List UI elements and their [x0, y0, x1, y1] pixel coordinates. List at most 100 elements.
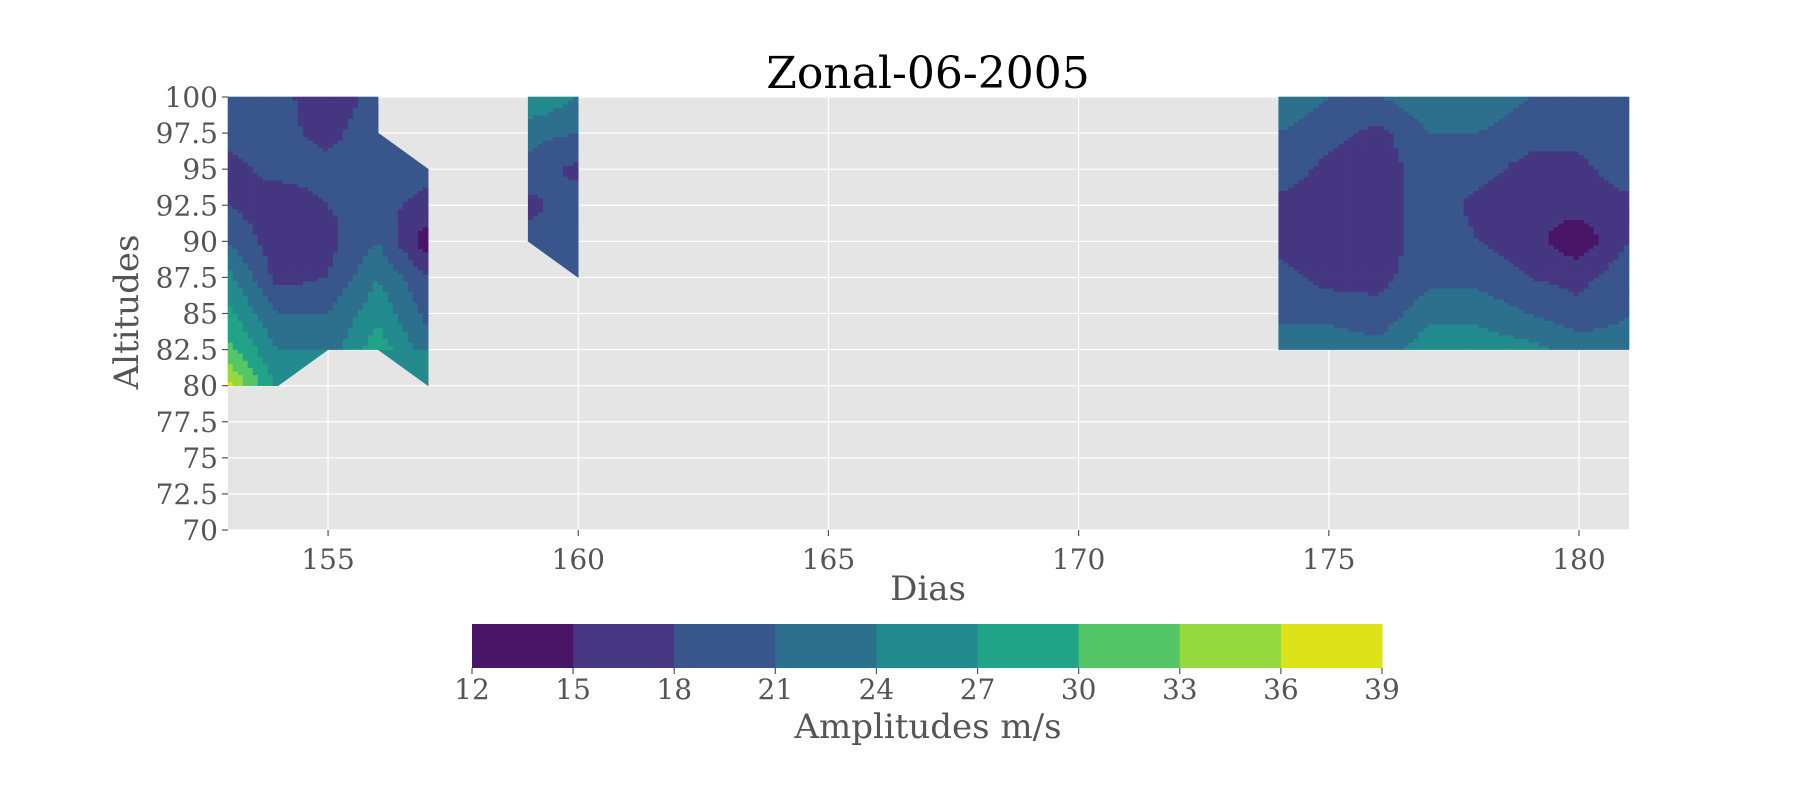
contour-cell — [262, 114, 269, 119]
contour-cell — [1623, 334, 1630, 340]
contour-cell — [232, 381, 239, 386]
contour-cell — [1283, 262, 1290, 267]
contour-cell — [1438, 334, 1445, 340]
contour-cell — [257, 334, 264, 340]
contour-cell — [272, 118, 279, 123]
contour-cell — [392, 186, 399, 192]
contour-cell — [397, 176, 404, 181]
contour-cell — [1568, 305, 1575, 311]
contour-cell — [282, 150, 289, 156]
contour-cell — [1278, 277, 1285, 282]
contour-cell — [352, 295, 359, 300]
contour-cell — [1443, 273, 1450, 278]
contour-cell — [237, 262, 244, 267]
contour-cell — [1598, 284, 1605, 289]
contour-cell — [1278, 295, 1285, 300]
contour-cell — [1418, 273, 1425, 278]
contour-cell — [1478, 266, 1485, 271]
contour-cell — [412, 190, 419, 195]
contour-cell — [1393, 284, 1400, 289]
contour-cell — [412, 331, 419, 336]
contour-cell — [332, 186, 339, 192]
contour-cell — [367, 259, 374, 264]
contour-cell — [247, 269, 254, 275]
contour-cell — [397, 324, 404, 329]
contour-cell — [1468, 273, 1475, 278]
contour-cell — [1493, 244, 1500, 249]
contour-cell — [557, 161, 564, 166]
contour-cell — [242, 179, 249, 184]
contour-cell — [387, 190, 394, 195]
contour-cell — [252, 316, 259, 322]
contour-cell — [257, 125, 264, 130]
contour-cell — [322, 345, 329, 350]
contour-cell — [362, 147, 369, 152]
contour-cell — [1573, 338, 1580, 343]
contour-cell — [1583, 327, 1590, 332]
contour-cell — [397, 342, 404, 347]
contour-cell — [1348, 295, 1355, 300]
contour-cell — [1438, 302, 1445, 307]
contour-cell — [277, 237, 284, 242]
contour-cell — [362, 273, 369, 278]
contour-cell — [1603, 287, 1610, 293]
contour-cell — [257, 147, 264, 152]
contour-cell — [1388, 316, 1395, 322]
contour-cell — [1428, 259, 1435, 264]
contour-cell — [317, 194, 324, 199]
contour-cell — [267, 219, 274, 224]
contour-cell — [1428, 291, 1435, 296]
contour-cell — [1278, 273, 1285, 278]
contour-cell — [1398, 295, 1405, 300]
contour-cell — [322, 233, 329, 239]
contour-cell — [542, 161, 549, 166]
contour-cell — [417, 316, 424, 322]
contour-cell — [277, 190, 284, 195]
contour-cell — [562, 168, 569, 174]
contour-cell — [1523, 334, 1530, 340]
contour-cell — [1323, 342, 1330, 347]
contour-cell — [1418, 287, 1425, 293]
contour-cell — [227, 320, 234, 325]
contour-cell — [317, 129, 324, 134]
contour-cell — [287, 327, 294, 332]
contour-cell — [402, 273, 409, 278]
contour-cell — [1623, 313, 1630, 318]
contour-cell — [1488, 302, 1495, 307]
contour-cell — [272, 219, 279, 224]
contour-cell — [322, 259, 329, 264]
contour-cell — [1308, 309, 1315, 314]
contour-cell — [317, 302, 324, 307]
contour-cell — [317, 96, 324, 101]
contour-cell — [232, 150, 239, 156]
contour-cell — [242, 374, 249, 379]
contour-cell — [227, 136, 234, 141]
contour-cell — [272, 237, 279, 242]
contour-cell — [1558, 291, 1565, 296]
contour-cell — [1293, 342, 1300, 347]
contour-cell — [242, 154, 249, 159]
contour-cell — [307, 121, 314, 127]
contour-cell — [327, 342, 334, 347]
contour-cell — [227, 378, 234, 383]
contour-cell — [537, 215, 544, 220]
contour-cell — [1383, 320, 1390, 325]
contour-cell — [1498, 327, 1505, 332]
contour-cell — [547, 147, 554, 152]
contour-cell — [1478, 309, 1485, 314]
contour-cell — [317, 161, 324, 166]
contour-cell — [1393, 287, 1400, 293]
contour-cell — [1548, 313, 1555, 318]
contour-cell — [1433, 305, 1440, 311]
contour-cell — [1333, 331, 1340, 336]
contour-cell — [332, 204, 339, 210]
contour-cell — [1583, 295, 1590, 300]
contour-cell — [1613, 277, 1620, 282]
contour-cell — [282, 342, 289, 347]
contour-cell — [1438, 295, 1445, 300]
contour-cell — [387, 342, 394, 347]
contour-cell — [1433, 280, 1440, 285]
contour-cell — [382, 230, 389, 235]
contour-cell — [342, 100, 349, 105]
contour-cell — [1518, 302, 1525, 307]
